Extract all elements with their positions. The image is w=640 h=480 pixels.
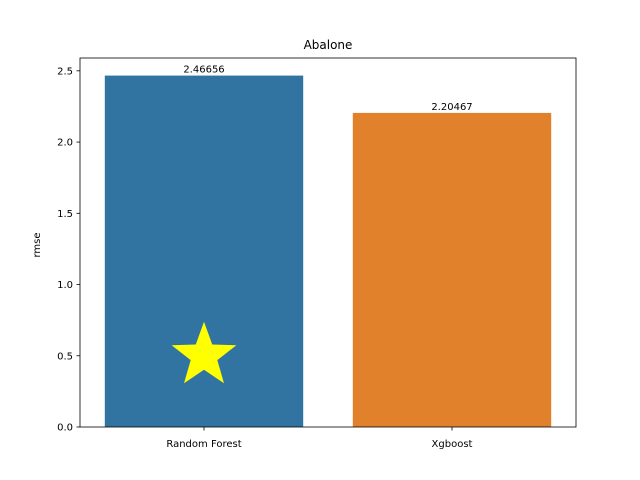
data-labels-layer: 2.46656 2.20467: [183, 65, 472, 113]
x-tick-label: Random Forest: [166, 439, 241, 450]
star-marker: [171, 321, 237, 384]
y-axis-label: rmse: [32, 232, 43, 257]
plot-area-frame: [79, 57, 577, 428]
x-axis: Random Forest Xgboost: [166, 427, 473, 450]
y-tick-label: 1.0: [57, 280, 73, 291]
y-tick-label: 1.5: [57, 209, 73, 220]
y-tick-label: 0.5: [57, 351, 73, 362]
y-axis: 0.0 0.5 1.0 1.5 2.0 2.5: [57, 66, 80, 434]
bar-random-forest: [104, 75, 304, 428]
marker-layer: [171, 321, 237, 384]
bar-xgboost: [352, 112, 552, 427]
data-label: 2.46656: [183, 65, 224, 76]
y-tick-label: 2.5: [57, 66, 73, 77]
data-label: 2.20467: [431, 102, 472, 113]
y-tick-label: 2.0: [57, 138, 73, 149]
y-tick-label: 0.0: [57, 423, 73, 434]
bars-layer: [104, 75, 552, 428]
chart-title: Abalone: [304, 38, 353, 52]
x-tick-label: Xgboost: [432, 439, 473, 450]
